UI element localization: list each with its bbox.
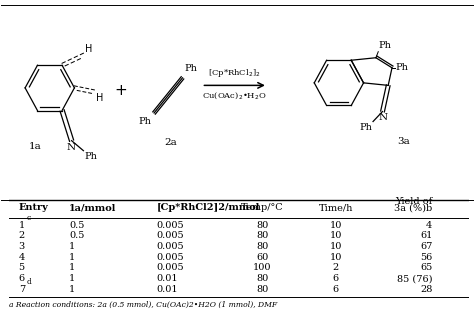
- Text: 3a (%)b: 3a (%)b: [394, 203, 432, 212]
- Text: 10: 10: [330, 231, 342, 240]
- Text: 0.01: 0.01: [156, 285, 178, 294]
- Text: c: c: [27, 214, 31, 222]
- Text: 0.01: 0.01: [156, 274, 178, 283]
- Text: N: N: [67, 143, 76, 152]
- Text: 1: 1: [69, 253, 75, 262]
- Text: Cu(OAc)$_2$•H$_2$O: Cu(OAc)$_2$•H$_2$O: [202, 90, 267, 101]
- Text: 1: 1: [69, 263, 75, 272]
- Text: 80: 80: [256, 274, 268, 283]
- Text: 10: 10: [330, 242, 342, 251]
- Text: N: N: [379, 113, 388, 122]
- Text: 4: 4: [426, 221, 432, 230]
- Text: 2: 2: [18, 231, 25, 240]
- Text: 80: 80: [256, 242, 268, 251]
- Text: 1: 1: [69, 274, 75, 283]
- Text: 10: 10: [330, 253, 342, 262]
- Text: 1: 1: [69, 242, 75, 251]
- Text: +: +: [115, 83, 127, 98]
- Text: 0.005: 0.005: [156, 263, 184, 272]
- Text: 2: 2: [333, 263, 339, 272]
- Text: Yield of: Yield of: [395, 197, 432, 206]
- Text: 4: 4: [18, 253, 25, 262]
- Text: Ph: Ph: [139, 117, 152, 126]
- Text: 10: 10: [330, 221, 342, 230]
- Text: 85 (76): 85 (76): [397, 274, 432, 283]
- Text: 7: 7: [18, 285, 25, 294]
- Text: 0.005: 0.005: [156, 221, 184, 230]
- Text: 61: 61: [420, 231, 432, 240]
- Text: Ph: Ph: [378, 41, 391, 50]
- Text: 80: 80: [256, 285, 268, 294]
- Text: Ph: Ph: [396, 63, 409, 72]
- Text: 65: 65: [420, 263, 432, 272]
- Text: 1: 1: [69, 285, 75, 294]
- Text: 3a: 3a: [398, 137, 410, 145]
- Text: 1a/mmol: 1a/mmol: [69, 203, 117, 212]
- Text: Ph: Ph: [185, 64, 198, 73]
- Text: Ph: Ph: [84, 152, 97, 161]
- Text: [Cp*RhCl2]2/mmol: [Cp*RhCl2]2/mmol: [156, 203, 260, 212]
- Text: 5: 5: [18, 263, 25, 272]
- Text: 6: 6: [333, 285, 339, 294]
- Text: Temp/°C: Temp/°C: [241, 203, 283, 212]
- Text: Ph: Ph: [359, 122, 372, 132]
- Text: 2a: 2a: [164, 138, 177, 147]
- Text: 60: 60: [256, 253, 268, 262]
- Text: 6: 6: [333, 274, 339, 283]
- Text: 0.005: 0.005: [156, 231, 184, 240]
- Text: Entry: Entry: [18, 203, 48, 212]
- Text: 80: 80: [256, 231, 268, 240]
- Text: 0.5: 0.5: [69, 231, 85, 240]
- Text: 28: 28: [420, 285, 432, 294]
- Text: H: H: [96, 93, 103, 103]
- Text: H: H: [85, 44, 92, 54]
- Text: 80: 80: [256, 221, 268, 230]
- Text: d: d: [27, 278, 32, 286]
- Text: Time/h: Time/h: [319, 203, 353, 212]
- Text: 1a: 1a: [29, 142, 42, 151]
- Text: 56: 56: [420, 253, 432, 262]
- Text: 6: 6: [18, 274, 25, 283]
- Text: a Reaction conditions: 2a (0.5 mmol), Cu(OAc)2•H2O (1 mmol), DMF: a Reaction conditions: 2a (0.5 mmol), Cu…: [9, 301, 278, 309]
- Text: 100: 100: [253, 263, 272, 272]
- Text: 1: 1: [18, 221, 25, 230]
- Text: [Cp*RhCl$_2$]$_2$: [Cp*RhCl$_2$]$_2$: [209, 67, 261, 79]
- Text: 67: 67: [420, 242, 432, 251]
- Text: 0.005: 0.005: [156, 253, 184, 262]
- Text: 0.005: 0.005: [156, 242, 184, 251]
- Text: 3: 3: [18, 242, 25, 251]
- Text: 0.5: 0.5: [69, 221, 85, 230]
